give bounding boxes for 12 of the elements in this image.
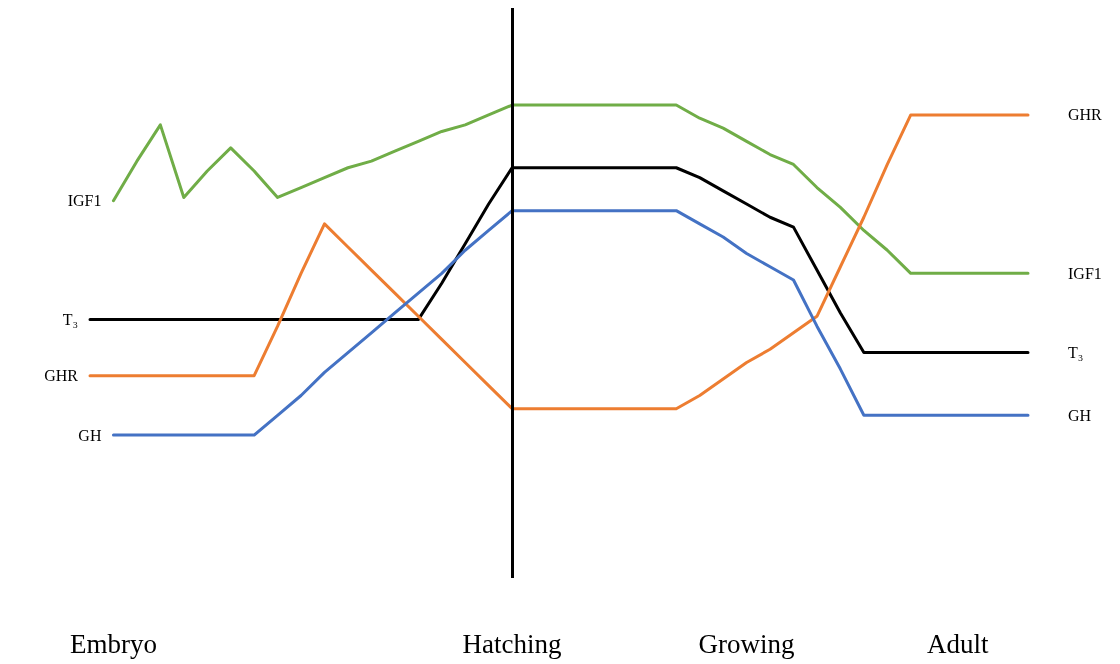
x-tick-label: Adult: [926, 628, 989, 659]
series-label: IGF1: [67, 192, 102, 210]
series-label: GH: [78, 426, 102, 444]
text: IGF1: [1068, 264, 1102, 282]
series-label: T₃: [62, 311, 78, 329]
x-tick-label: Hatching: [462, 628, 562, 659]
text: GHR: [1068, 106, 1102, 124]
x-tick-label: Embryo: [69, 628, 157, 659]
text: T₃: [1068, 344, 1084, 362]
x-tick-label: Growing: [698, 628, 795, 659]
series-label: GHR: [44, 367, 79, 385]
text: GH: [1068, 406, 1092, 424]
